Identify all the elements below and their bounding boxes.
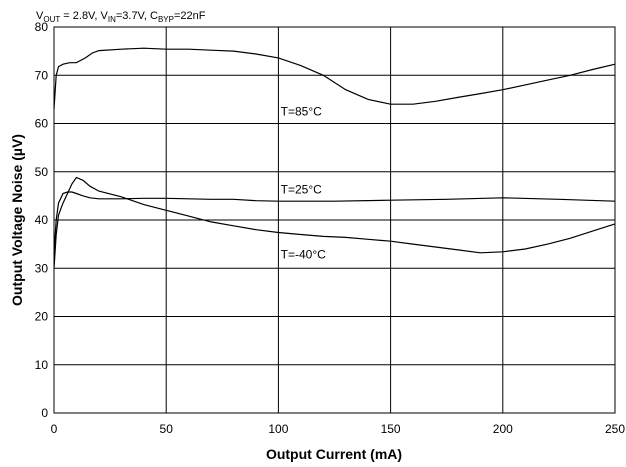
y-tick-label: 10: [35, 358, 49, 372]
condition-subscript: OUT: [43, 15, 60, 24]
y-tick-label: 20: [35, 310, 49, 324]
y-tick-label: 60: [35, 117, 49, 131]
series-line: [53, 176, 616, 269]
y-tick-labels: 0 10 20 30 40 50 60 70 80: [35, 20, 49, 420]
y-tick-label: 0: [41, 406, 48, 420]
condition-subscript: IN: [108, 15, 116, 24]
series-annotation: T=85°C: [281, 104, 322, 118]
y-tick-label: 40: [35, 213, 49, 227]
condition-subscript: BYP: [158, 15, 174, 24]
y-tick-label: 50: [35, 165, 49, 179]
x-axis-title: Output Current (mA): [266, 446, 402, 462]
y-axis-title: Output Voltage Noise (µV): [9, 134, 25, 306]
x-tick-labels: 0 50 100 150 200 250: [51, 422, 626, 436]
x-tick-label: 100: [268, 422, 288, 436]
y-tick-label: 30: [35, 261, 49, 275]
chart-grid: [54, 27, 615, 413]
series-labels: T=85°C T=25°C T=-40°C: [281, 104, 326, 261]
condition-text: =22nF: [174, 10, 206, 22]
x-tick-label: 200: [493, 422, 513, 436]
x-tick-label: 0: [51, 422, 58, 436]
series-annotation: T=25°C: [281, 183, 322, 197]
x-tick-label: 50: [160, 422, 174, 436]
series-lines: [53, 47, 616, 269]
test-conditions: VOUT = 2.8V, VIN=3.7V, CBYP=22nF: [36, 10, 206, 24]
y-tick-label: 70: [35, 68, 49, 82]
x-tick-label: 250: [605, 422, 625, 436]
y-tick-label: 80: [35, 20, 49, 34]
plot-frame: [53, 26, 616, 414]
series-annotation: T=-40°C: [281, 248, 326, 262]
series-line: [53, 191, 616, 254]
condition-text: =3.7V, C: [116, 10, 158, 22]
series-line: [53, 47, 616, 110]
condition-text: = 2.8V, V: [60, 10, 108, 22]
condition-text: V: [36, 10, 44, 22]
x-tick-label: 150: [381, 422, 401, 436]
